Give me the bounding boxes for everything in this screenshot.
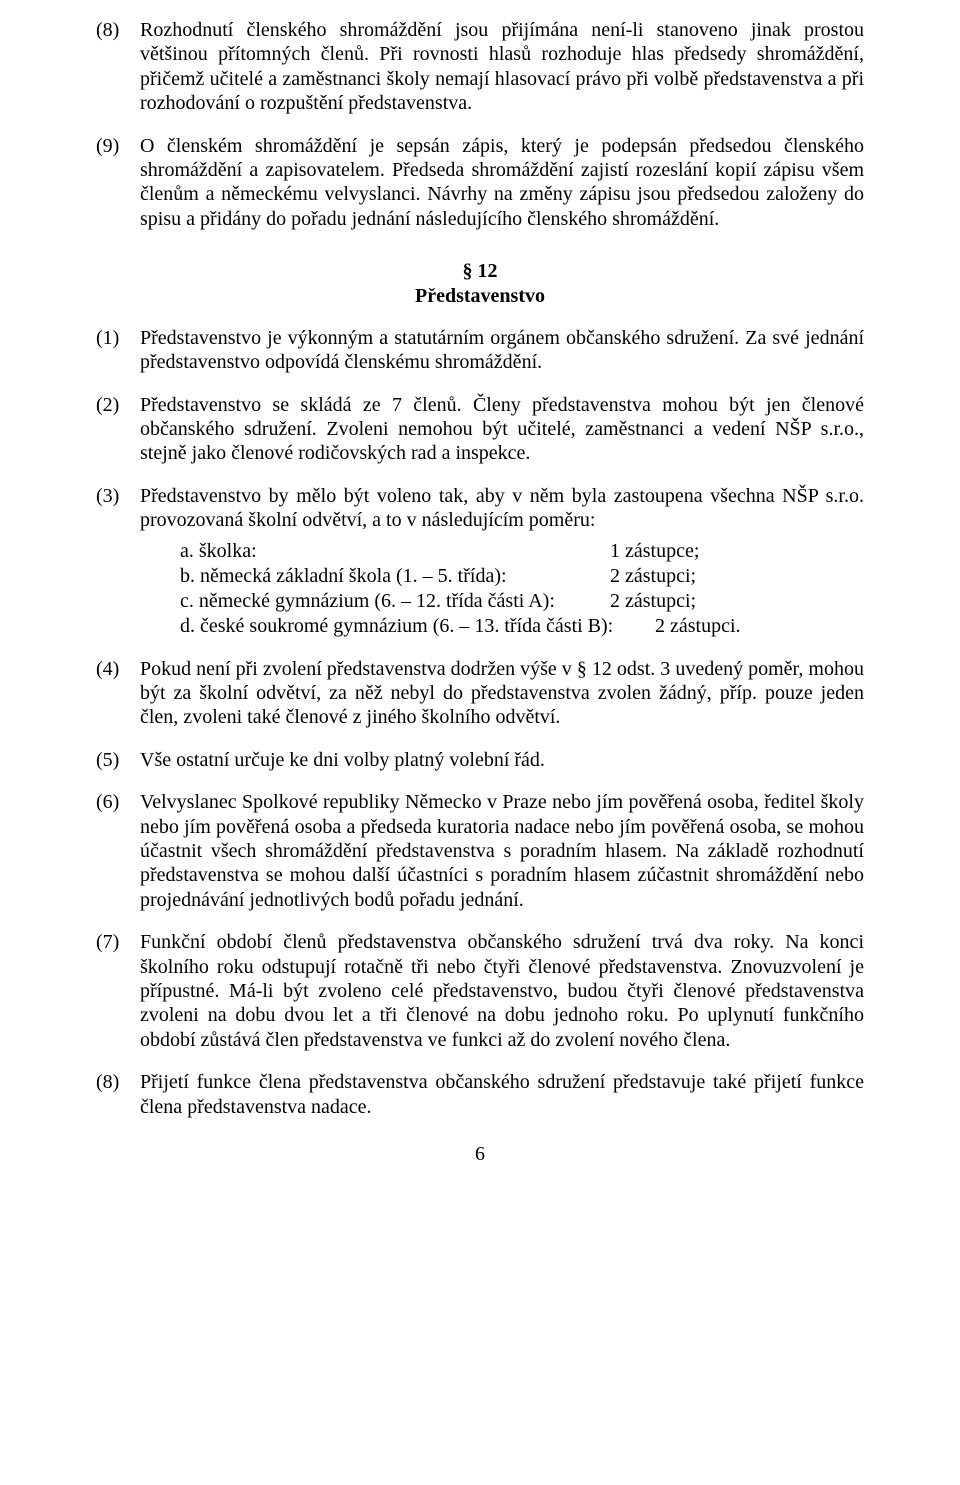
paragraph-number: (8) xyxy=(96,1070,140,1094)
paragraph-number: (2) xyxy=(96,393,140,417)
sublist-label: b. německá základní škola (1. – 5. třída… xyxy=(180,564,610,589)
statute-paragraph: (2) Představenstvo se skládá ze 7 členů.… xyxy=(96,393,864,466)
paragraph-number: (5) xyxy=(96,748,140,772)
sublist-value: 2 zástupci; xyxy=(610,564,864,589)
paragraph-number: (4) xyxy=(96,657,140,681)
paragraph-number: (3) xyxy=(96,484,140,508)
paragraph-body: O členském shromáždění je sepsán zápis, … xyxy=(140,134,864,232)
sublist-value: 2 zástupci. xyxy=(655,614,864,639)
paragraph-number: (9) xyxy=(96,134,140,158)
paragraph-body: Představenstvo by mělo být voleno tak, a… xyxy=(140,484,864,533)
statute-paragraph: (7) Funkční období členů představenstva … xyxy=(96,930,864,1052)
section-heading: § 12 Představenstvo xyxy=(96,259,864,308)
section-number: § 12 xyxy=(96,259,864,283)
page-number: 6 xyxy=(96,1143,864,1166)
paragraph-body: Představenstvo je výkonným a statutárním… xyxy=(140,326,864,375)
sublist-item: d. české soukromé gymnázium (6. – 13. tř… xyxy=(180,614,864,639)
sublist-label: d. české soukromé gymnázium (6. – 13. tř… xyxy=(180,614,655,639)
statute-paragraph: (6) Velvyslanec Spolkové republiky Němec… xyxy=(96,790,864,912)
statute-paragraph: (5) Vše ostatní určuje ke dni volby plat… xyxy=(96,748,864,772)
statute-paragraph: (8) Přijetí funkce člena představenstva … xyxy=(96,1070,864,1119)
paragraph-body: Funkční období členů představenstva obča… xyxy=(140,930,864,1052)
paragraph-number: (6) xyxy=(96,790,140,814)
sublist-value: 2 zástupci; xyxy=(610,589,864,614)
sublist-label: a. školka: xyxy=(180,539,610,564)
statute-paragraph: (8) Rozhodnutí členského shromáždění jso… xyxy=(96,18,864,116)
paragraph-body: Vše ostatní určuje ke dni volby platný v… xyxy=(140,748,864,772)
paragraph-body: Pokud není při zvolení představenstva do… xyxy=(140,657,864,730)
paragraph-body: Představenstvo se skládá ze 7 členů. Čle… xyxy=(140,393,864,466)
sublist-item: b. německá základní škola (1. – 5. třída… xyxy=(180,564,864,589)
paragraph-body: Velvyslanec Spolkové republiky Německo v… xyxy=(140,790,864,912)
statute-paragraph: (3) Představenstvo by mělo být voleno ta… xyxy=(96,484,864,533)
sublist-label: c. německé gymnázium (6. – 12. třída čás… xyxy=(180,589,610,614)
statute-paragraph: (1) Představenstvo je výkonným a statutá… xyxy=(96,326,864,375)
paragraph-number: (8) xyxy=(96,18,140,42)
paragraph-number: (7) xyxy=(96,930,140,954)
sublist: a. školka: 1 zástupce; b. německá základ… xyxy=(180,539,864,639)
section-title: Představenstvo xyxy=(96,284,864,308)
statute-paragraph: (9) O členském shromáždění je sepsán záp… xyxy=(96,134,864,232)
sublist-item: c. německé gymnázium (6. – 12. třída čás… xyxy=(180,589,864,614)
statute-paragraph: (4) Pokud není při zvolení představenstv… xyxy=(96,657,864,730)
paragraph-number: (1) xyxy=(96,326,140,350)
sublist-value: 1 zástupce; xyxy=(610,539,864,564)
paragraph-body: Přijetí funkce člena představenstva obča… xyxy=(140,1070,864,1119)
paragraph-body: Rozhodnutí členského shromáždění jsou př… xyxy=(140,18,864,116)
sublist-item: a. školka: 1 zástupce; xyxy=(180,539,864,564)
